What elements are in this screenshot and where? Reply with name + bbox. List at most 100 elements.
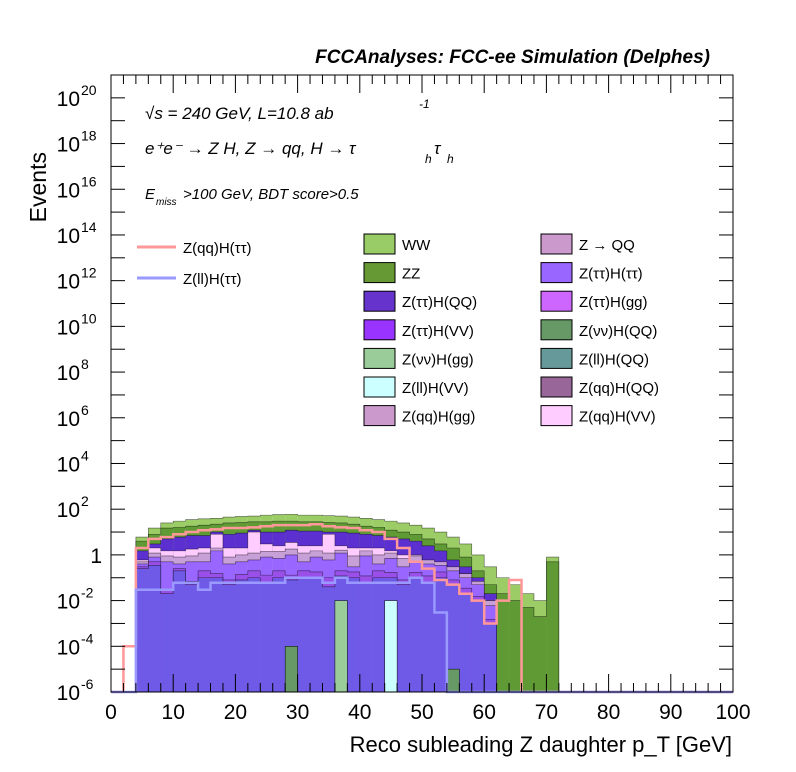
legend-label: Z(qq)H(gg) <box>402 409 475 426</box>
legend-label: Z(ll)H(ττ) <box>183 271 242 288</box>
stack-bin <box>322 586 335 692</box>
legend-label: Z(νν)H(QQ) <box>579 323 657 340</box>
legend-label: Z → QQ <box>579 237 635 254</box>
y-tick-label: 10 10 <box>57 310 97 339</box>
y-tick-exponent: 14 <box>81 219 97 235</box>
legend-swatch <box>363 376 396 398</box>
y-tick-label: 10 -4 <box>57 630 94 659</box>
y-tick-base: 10 <box>57 88 80 111</box>
extra-bin <box>334 600 348 693</box>
stack-bin <box>297 577 311 692</box>
y-tick-base: 10 <box>57 271 80 294</box>
plot-area <box>111 513 733 694</box>
stack-bin <box>222 584 236 692</box>
legend-swatch <box>540 290 573 312</box>
stack-bin <box>235 579 248 692</box>
y-tick-exponent: 2 <box>81 493 89 509</box>
legend-swatch <box>363 233 396 255</box>
svg-text:√s = 240 GeV, L=10.8 ab: √s = 240 GeV, L=10.8 ab <box>145 104 334 123</box>
y-tick-base: 10 <box>57 636 80 659</box>
stack-bin <box>135 568 149 692</box>
x-tick-label: 30 <box>286 701 309 724</box>
legend-item: Z(νν)H(QQ) <box>540 319 657 341</box>
stack-bin <box>422 582 435 692</box>
legend-label: WW <box>402 237 431 254</box>
y-tick-base: 10 <box>57 179 80 202</box>
y-tick-label: 10 4 <box>57 447 89 476</box>
x-tick-label: 60 <box>473 701 496 724</box>
y-tick-exponent: 6 <box>81 402 89 418</box>
stack-bin <box>359 582 373 692</box>
legend-swatch <box>363 290 396 312</box>
legend-item: Z(ll)H(QQ) <box>540 347 649 369</box>
y-tick-exponent: 8 <box>81 356 89 372</box>
y-tick-label: 1 <box>90 545 102 568</box>
y-tick-exponent: 10 <box>81 310 97 326</box>
stack-bin <box>484 623 497 692</box>
stack-bin <box>397 584 410 692</box>
stack-bin <box>409 577 422 692</box>
legend-label: Z(ττ)H(gg) <box>579 294 648 311</box>
legend-item: Z → QQ <box>540 233 635 255</box>
y-tick-label: 10 20 <box>57 82 97 111</box>
stack-bin <box>446 584 460 692</box>
legend-item: WW <box>363 233 431 255</box>
chart-title: FCCAnalyses: FCC-ee Simulation (Delphes) <box>315 47 710 68</box>
stack-bin <box>509 600 522 692</box>
x-tick-label: 100 <box>715 701 750 724</box>
legend-label: Z(ll)H(VV) <box>402 380 469 397</box>
x-tick-label: 70 <box>535 701 558 724</box>
svg-text:miss: miss <box>156 197 177 208</box>
y-tick-label: 10 2 <box>57 493 89 522</box>
legend-label: Z(ττ)H(ττ) <box>579 266 643 283</box>
y-tick-base: 10 <box>57 225 80 248</box>
y-tick-exponent: -4 <box>81 630 94 646</box>
y-tick-exponent: -6 <box>81 676 94 692</box>
stack-bin <box>347 577 360 692</box>
legend: Z(qq)H(ττ) Z(ll)H(ττ) WW ZZ Z(ττ)H(QQ) Z(ττ)H… <box>137 233 659 427</box>
legend-label: Z(qq)H(QQ) <box>579 380 659 397</box>
extra-bin <box>446 668 460 693</box>
stack-bin <box>546 561 559 692</box>
stack-bin <box>185 584 199 692</box>
stack-bin <box>148 565 161 692</box>
legend-item: Z(ll)H(VV) <box>363 376 469 398</box>
y-axis-label: Events <box>25 152 51 222</box>
legend-swatch <box>540 376 573 398</box>
x-axis-label: Reco subleading Z daughter p_T [GeV] <box>350 732 732 757</box>
legend-item: Z(ττ)H(gg) <box>540 290 648 312</box>
svg-text:h: h <box>447 152 454 166</box>
y-tick-base: 10 <box>57 362 80 385</box>
stack-bin <box>310 577 323 692</box>
stack-bin <box>272 577 286 692</box>
y-tick-base: 10 <box>57 453 80 476</box>
legend-item: Z(ττ)H(ττ) <box>540 262 643 284</box>
y-tick-label: 10 -6 <box>57 676 94 705</box>
y-tick-label: 10 16 <box>57 173 97 202</box>
legend-item: Z(qq)H(ττ) <box>137 240 252 257</box>
y-tick-base: 10 <box>57 316 80 339</box>
legend-swatch <box>540 262 573 284</box>
extra-bin <box>284 646 298 693</box>
legend-label: ZZ <box>402 266 420 283</box>
y-tick-exponent: 4 <box>81 447 89 463</box>
y-tick-base: 10 <box>57 591 80 614</box>
legend-item: Z(qq)H(gg) <box>363 405 475 427</box>
legend-label: Z(ττ)H(VV) <box>402 323 474 340</box>
y-tick-label: 10 12 <box>57 265 97 294</box>
legend-item: Z(ll)H(ττ) <box>137 271 242 288</box>
y-tick-label: 10 18 <box>57 128 97 157</box>
legend-label: Z(ττ)H(QQ) <box>402 294 477 311</box>
stack-bin <box>496 593 510 692</box>
stack-bin <box>210 577 223 692</box>
stack-bin <box>372 577 385 692</box>
legend-swatch <box>363 347 396 369</box>
svg-text:h: h <box>425 152 432 166</box>
legend-item: Z(qq)H(QQ) <box>540 376 659 398</box>
legend-label: Z(ll)H(QQ) <box>579 351 649 368</box>
legend-swatch <box>363 262 396 284</box>
svg-text:>100 GeV, BDT score>0.5: >100 GeV, BDT score>0.5 <box>183 186 359 203</box>
svg-text:E: E <box>145 186 156 203</box>
